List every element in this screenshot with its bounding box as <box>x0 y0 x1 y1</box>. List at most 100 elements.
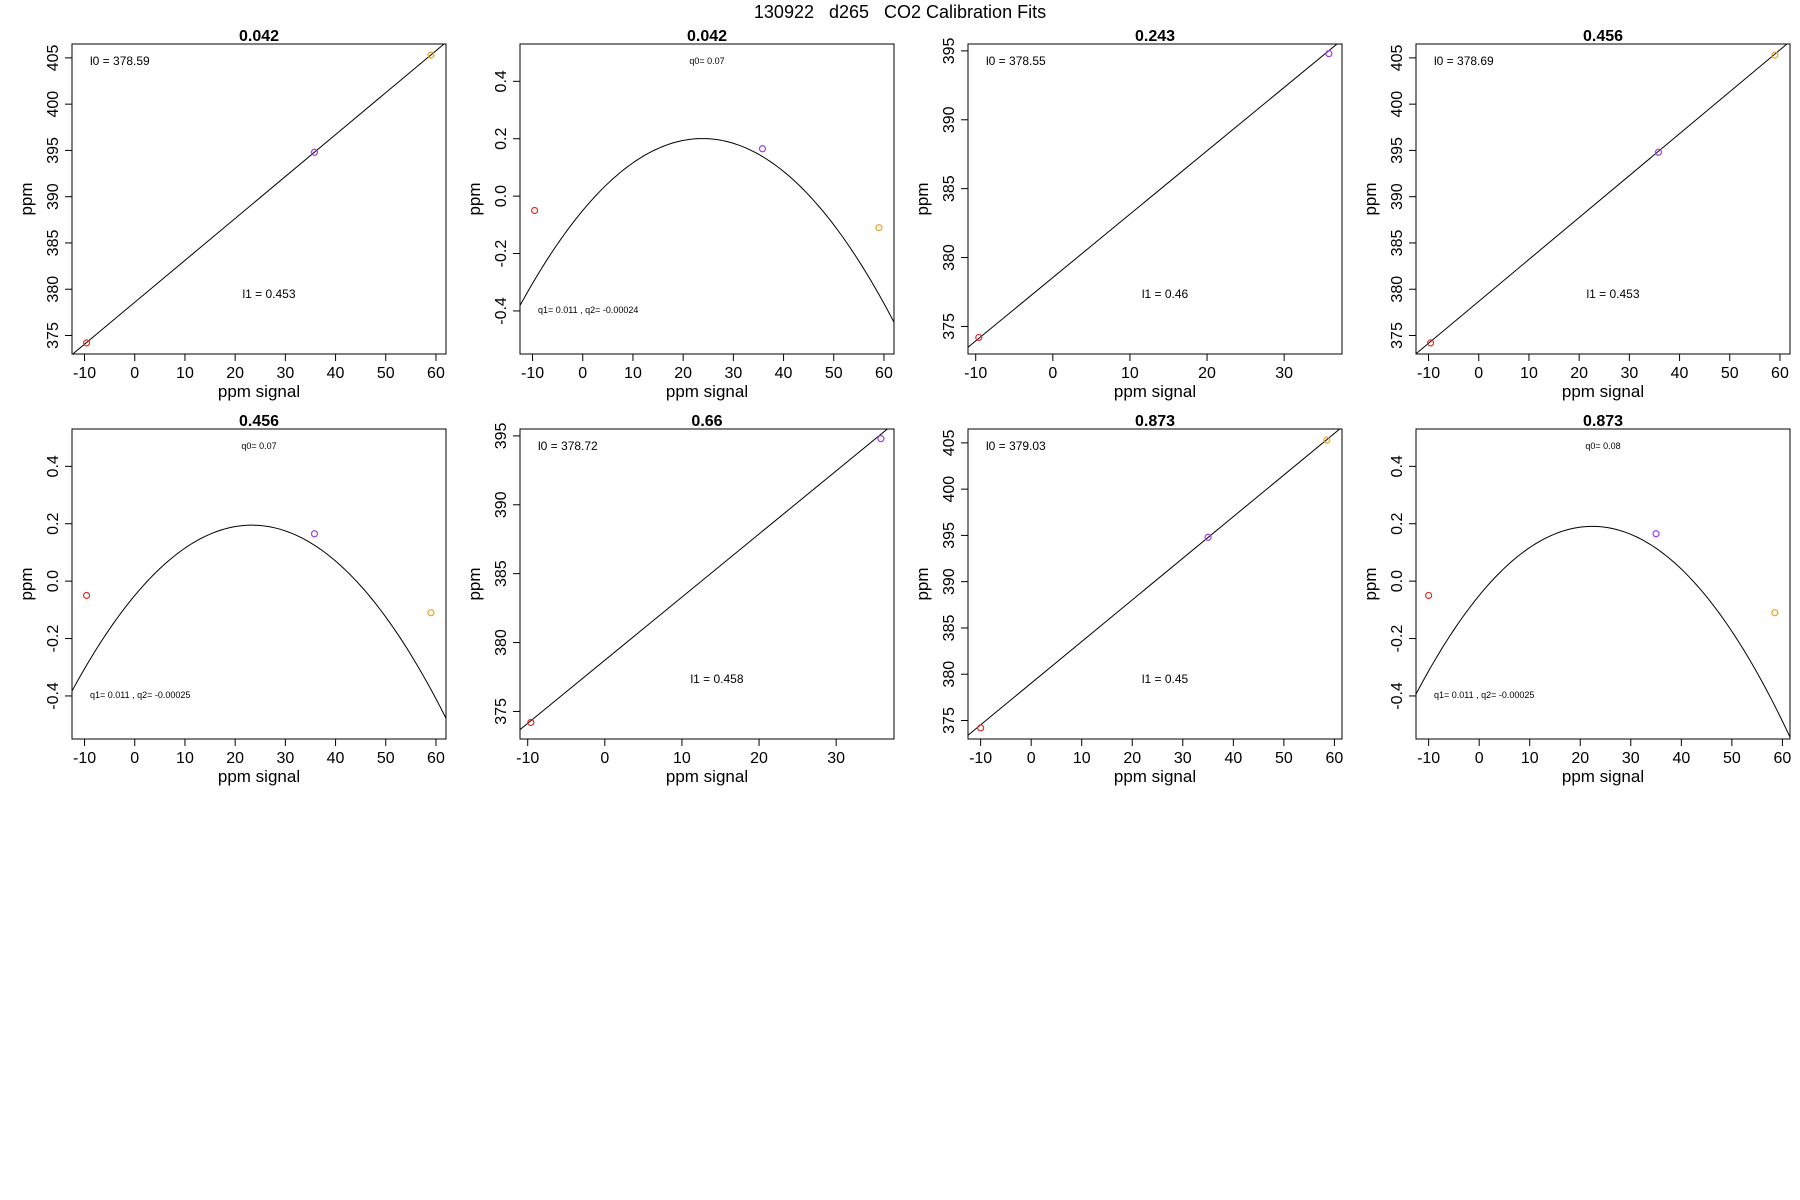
x-tick-label: 10 <box>624 365 642 382</box>
fit-annotation: l0 = 378.72 <box>538 439 598 453</box>
fit-annotation: l0 = 378.59 <box>90 54 150 68</box>
x-tick-label: 20 <box>750 750 768 767</box>
x-tick-label: 40 <box>1224 750 1242 767</box>
y-tick-label: 385 <box>941 615 958 642</box>
x-axis-label: ppm signal <box>1562 382 1644 401</box>
fit-group <box>72 524 446 719</box>
y-tick-label: 0.0 <box>45 570 62 592</box>
x-tick-label: 60 <box>427 365 445 382</box>
y-tick-label: 385 <box>45 230 62 257</box>
x-tick-label: 10 <box>176 750 194 767</box>
fit-line <box>72 44 445 354</box>
x-tick-label: 30 <box>1620 365 1638 382</box>
x-tick-label: 30 <box>724 365 742 382</box>
x-tick-label: 30 <box>1275 365 1293 382</box>
y-tick-label: 395 <box>493 422 510 449</box>
data-point <box>1654 148 1663 156</box>
panel-title: 0.042 <box>239 28 279 45</box>
x-tick-label: -10 <box>1417 750 1440 767</box>
y-tick-label: 0.4 <box>45 455 62 477</box>
data-point <box>82 591 91 600</box>
x-tick-label: 30 <box>1174 750 1192 767</box>
y-tick-label: 390 <box>1389 183 1406 210</box>
x-tick-label: 50 <box>377 365 395 382</box>
fit-annotation: l1 = 0.453 <box>1586 287 1639 301</box>
x-tick-label: 60 <box>1771 365 1789 382</box>
plot-frame <box>519 428 895 740</box>
fit-annotation: q1= 0.011 , q2= -0.00025 <box>1434 690 1534 700</box>
fit-annotation: l1 = 0.458 <box>690 672 743 686</box>
y-tick-label: -0.2 <box>1389 625 1406 653</box>
data-point <box>310 148 319 156</box>
fit-annotation: q1= 0.011 , q2= -0.00025 <box>90 690 190 700</box>
data-point <box>875 224 883 232</box>
fit-line <box>968 44 1338 348</box>
y-axis-label: ppm <box>17 567 36 600</box>
fit-line <box>968 429 1341 736</box>
fit-annotation: l0 = 379.03 <box>986 439 1046 453</box>
x-tick-label: 20 <box>226 750 244 767</box>
x-tick-label: 0 <box>1475 750 1484 767</box>
x-tick-label: 0 <box>600 750 609 767</box>
x-tick-label: 20 <box>1198 365 1216 382</box>
x-tick-label: -10 <box>73 365 96 382</box>
x-tick-label: 50 <box>1723 750 1741 767</box>
y-tick-label: 380 <box>45 276 62 303</box>
y-tick-label: -0.2 <box>493 240 510 268</box>
plot-frame <box>1415 43 1791 355</box>
panel-title: 0.66 <box>691 413 722 430</box>
fit-annotation: l1 = 0.453 <box>242 287 295 301</box>
panel-title: 0.456 <box>1583 28 1623 45</box>
x-tick-label: 30 <box>827 750 845 767</box>
y-tick-label: 0.2 <box>1389 513 1406 535</box>
fit-annotation: l1 = 0.46 <box>1142 287 1189 301</box>
y-tick-label: 385 <box>493 560 510 587</box>
x-tick-label: 20 <box>674 365 692 382</box>
fit-annotation: l0 = 378.55 <box>986 54 1046 68</box>
fit-group <box>968 44 1338 348</box>
data-point <box>1204 533 1212 541</box>
y-tick-label: 395 <box>45 137 62 164</box>
y-tick-label: 395 <box>1389 137 1406 164</box>
y-axis-label: ppm <box>465 182 484 215</box>
y-tick-label: 380 <box>941 244 958 271</box>
chart-panel: 0.243 -10 0 10 20 30 375 380 385 390 395 ppm signal… <box>913 28 1343 401</box>
x-tick-label: 40 <box>1672 750 1690 767</box>
x-tick-label: 40 <box>327 365 345 382</box>
fit-group <box>520 429 889 730</box>
y-tick-label: 375 <box>941 313 958 340</box>
x-tick-label: -10 <box>964 365 987 382</box>
x-tick-label: -10 <box>521 365 544 382</box>
x-tick-label: -10 <box>969 750 992 767</box>
x-tick-label: 0 <box>578 365 587 382</box>
y-tick-label: 405 <box>45 44 62 71</box>
y-tick-label: 375 <box>45 322 62 349</box>
y-tick-label: 0.0 <box>1389 570 1406 592</box>
x-tick-label: 60 <box>1326 750 1344 767</box>
fit-annotation: q0= 0.08 <box>1585 441 1620 451</box>
y-axis-label: ppm <box>913 567 932 600</box>
x-tick-label: 40 <box>1671 365 1689 382</box>
x-tick-label: 60 <box>427 750 445 767</box>
y-axis-label: ppm <box>1361 567 1380 600</box>
data-point <box>527 718 535 727</box>
data-point <box>1652 530 1660 538</box>
y-tick-label: 405 <box>941 429 958 456</box>
calibration-plots-grid: 0.042-10 0 10 20 30 40 50 603753803853903954004… <box>17 28 1791 786</box>
data-point <box>1771 609 1779 617</box>
x-tick-label: 0 <box>1027 750 1036 767</box>
x-axis-label: ppm signal <box>1114 767 1196 786</box>
data-point <box>82 339 91 347</box>
fit-group <box>72 44 445 354</box>
chart-panel: 0.456 -10 0 10 20 30 40 50 60 375 380 385 390 395 400 4… <box>1361 28 1791 401</box>
chart-panel: 0.873 -10 0 10 20 30 40 50 60 -0.4 -0.2 0.0 0.2 0.4 pp… <box>1361 413 1791 786</box>
fit-curve <box>1416 525 1790 738</box>
x-tick-label: 10 <box>1520 365 1538 382</box>
y-tick-label: -0.4 <box>45 682 62 710</box>
y-tick-label: 385 <box>1389 230 1406 257</box>
x-tick-label: 10 <box>1521 750 1539 767</box>
plot-frame <box>967 43 1343 355</box>
data-point <box>310 530 319 538</box>
fit-curve <box>520 138 894 323</box>
x-axis-label: ppm signal <box>1562 767 1644 786</box>
